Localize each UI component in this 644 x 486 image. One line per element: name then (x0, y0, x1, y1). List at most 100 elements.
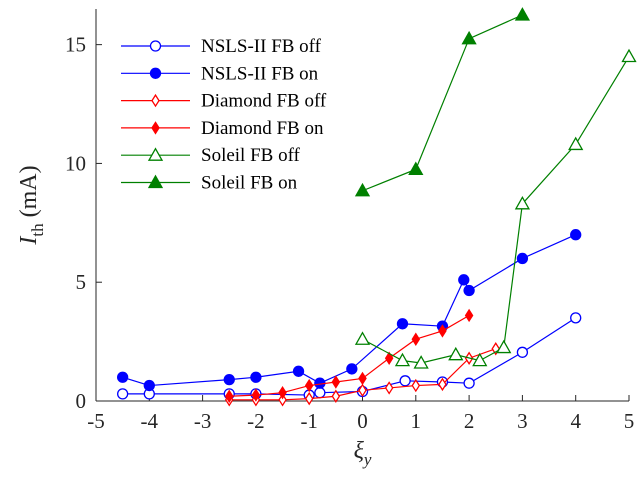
legend-label: Diamond FB off (201, 91, 327, 112)
y-tick-label: 5 (76, 270, 87, 294)
x-axis-title: ξy (354, 438, 372, 469)
data-point (461, 30, 477, 45)
legend-label: Diamond FB on (201, 118, 324, 139)
y-axis-title-sub: th (28, 223, 47, 237)
data-point (250, 371, 262, 383)
data-point (354, 331, 371, 345)
series-3 (224, 308, 474, 403)
data-point (292, 365, 305, 377)
data-point (514, 195, 531, 210)
x-tick-label: -4 (141, 409, 159, 433)
series-line (122, 317, 577, 396)
data-point (516, 252, 529, 265)
data-point (411, 378, 421, 393)
legend-item: Diamond FB on (121, 118, 324, 139)
data-point (384, 381, 394, 395)
y-axis-title-unit: (mA) (16, 165, 42, 223)
data-point (464, 308, 474, 323)
x-tick-label: -2 (247, 409, 265, 433)
data-point (304, 391, 314, 406)
series-line (229, 314, 470, 397)
data-point (438, 324, 447, 338)
data-point (331, 375, 341, 389)
x-tick-label: -5 (87, 409, 105, 433)
data-point (304, 378, 314, 393)
series-5 (354, 7, 531, 197)
legend-item: NSLS-II FB on (121, 63, 319, 84)
legend-label: Soleil FB on (201, 173, 298, 194)
legend: NSLS-II FB off NSLS-II FB on Diamond FB of… (121, 36, 327, 194)
legend-item: Soleil FB off (121, 145, 301, 166)
series-0 (117, 312, 582, 401)
axes: -5 -4 -3 -2 -1 0 1 2 3 4 5 0 5 10 15 (65, 9, 634, 433)
data-point (278, 385, 287, 400)
legend-label: NSLS-II FB on (201, 63, 319, 84)
data-point (472, 352, 488, 367)
data-point (438, 377, 447, 392)
y-tick-label: 10 (65, 151, 86, 175)
legend-item: Soleil FB on (121, 173, 298, 194)
series-1 (117, 229, 582, 392)
data-point (570, 229, 582, 241)
x-tick-label: 2 (464, 409, 475, 433)
data-point (117, 371, 129, 383)
data-point (621, 48, 637, 63)
legend-label: Soleil FB off (201, 145, 301, 166)
data-point (514, 7, 531, 21)
data-point (314, 387, 326, 399)
series-line (122, 234, 576, 387)
x-tick-label: 3 (517, 409, 528, 433)
legend-label: NSLS-II FB off (201, 36, 322, 57)
y-tick-label: 0 (76, 389, 87, 413)
data-point (278, 393, 287, 407)
x-tick-label: -1 (300, 409, 318, 433)
x-axis-title-sub: y (362, 450, 372, 469)
data-point (331, 389, 341, 403)
data-point (384, 351, 394, 365)
data-point (117, 388, 129, 400)
data-point (396, 318, 409, 330)
legend-marker (147, 174, 164, 189)
data-point (394, 352, 411, 367)
legend-marker (149, 67, 162, 79)
legend-marker (149, 40, 162, 52)
data-point (448, 346, 464, 361)
series-4 (354, 48, 637, 369)
data-point (354, 182, 371, 197)
data-point (358, 371, 367, 386)
x-tick-label: -3 (194, 409, 212, 433)
data-point (223, 373, 235, 386)
y-axis-title: Ith (mA) (16, 165, 47, 245)
data-point (463, 284, 475, 297)
data-point (463, 377, 475, 389)
data-point (413, 355, 429, 369)
data-point (408, 161, 424, 176)
data-point (458, 274, 470, 286)
data-point (251, 388, 261, 402)
data-point (399, 375, 411, 387)
x-tick-label: 0 (357, 409, 368, 433)
y-axis-title-main: I (16, 236, 42, 246)
data-point (143, 379, 155, 392)
x-tick-label: 1 (411, 409, 422, 433)
data-point (346, 363, 358, 375)
data-point (570, 312, 582, 324)
data-point (516, 346, 529, 358)
data-point (411, 332, 421, 346)
legend-item: NSLS-II FB off (121, 36, 322, 57)
y-tick-label: 15 (65, 33, 86, 57)
data-point (224, 389, 234, 403)
data-point (496, 339, 512, 354)
legend-marker (147, 147, 164, 161)
series-2 (224, 342, 501, 407)
series-layer (117, 7, 637, 407)
x-axis-title-main: ξ (354, 438, 365, 464)
legend-marker (151, 121, 160, 135)
legend-marker (151, 93, 160, 108)
data-point (358, 383, 367, 398)
x-tick-label: 4 (570, 409, 581, 433)
legend-item: Diamond FB off (121, 91, 327, 112)
data-point (568, 136, 584, 151)
series-line (362, 56, 630, 364)
